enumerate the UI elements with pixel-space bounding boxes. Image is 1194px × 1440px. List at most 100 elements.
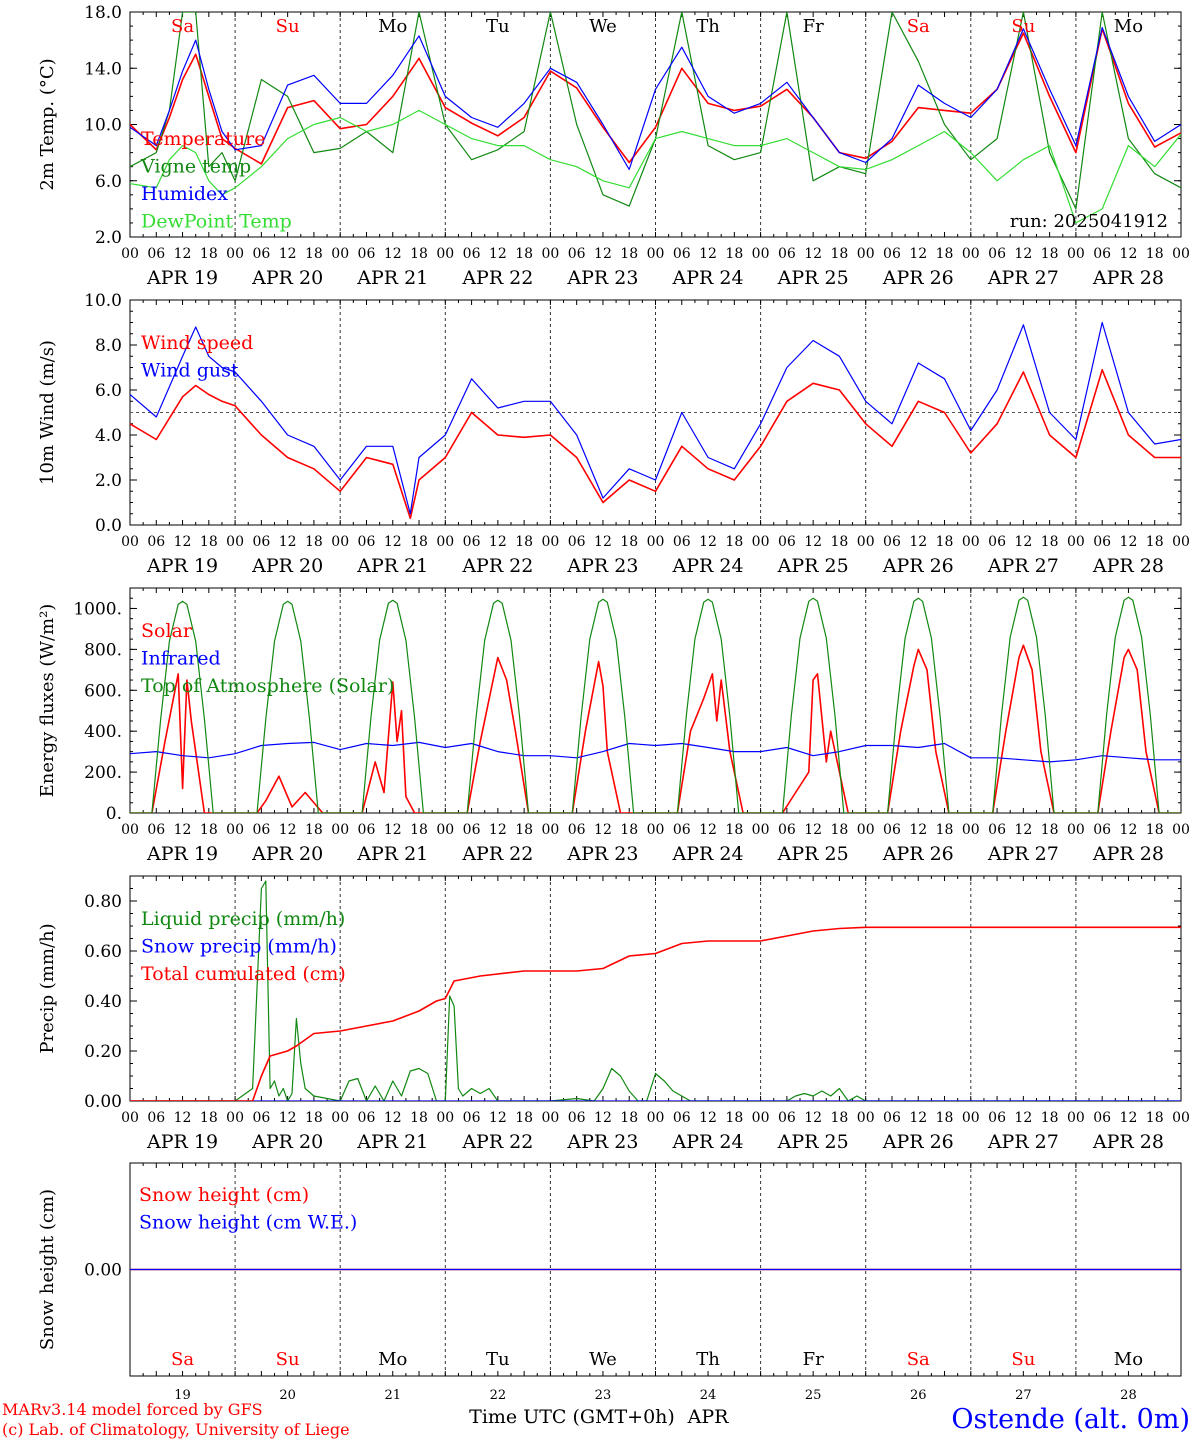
hour-tick-label: 06	[252, 246, 270, 262]
panel-3: 0. 200. 400. 600. 800. 1000. Energy fluxes (W/…	[37, 587, 1190, 865]
y-axis-title: 2m Temp. (°C)	[37, 58, 58, 190]
hour-tick-label: 12	[489, 1110, 507, 1126]
y-tick-label: 400.	[84, 722, 122, 742]
hour-tick-label: 18	[725, 1110, 743, 1126]
y-tick-label: 10.0	[84, 291, 122, 311]
y-tick-label: 6.0	[95, 172, 122, 192]
hour-tick-label: 12	[489, 246, 507, 262]
day-name: Fr	[803, 16, 824, 37]
series-group	[130, 12, 1181, 224]
hour-tick-label: 06	[673, 246, 691, 262]
date-label: APR 26	[882, 555, 954, 577]
hour-tick-label: 18	[200, 534, 218, 550]
hour-tick-label: 12	[804, 1110, 822, 1126]
legend-entry: Snow precip (mm/h)	[141, 936, 337, 958]
date-label: APR 23	[566, 1131, 638, 1153]
run-label: run: 2025041912	[1010, 211, 1168, 232]
day-number: 19	[174, 1388, 191, 1403]
y-tick-label: 2.0	[95, 228, 122, 248]
day-number: 24	[700, 1388, 717, 1403]
date-label: APR 25	[777, 267, 849, 289]
hour-tick-label: 00	[1067, 1110, 1085, 1126]
legend-entry: Liquid precip (mm/h)	[141, 908, 345, 930]
legend-entry: Wind gust	[141, 360, 239, 382]
hour-tick-label: 06	[463, 246, 481, 262]
hour-tick-label: 00	[962, 1110, 980, 1126]
day-name: Mo	[378, 16, 407, 37]
hour-tick-label: 18	[831, 534, 849, 550]
hour-tick-label: 12	[279, 822, 297, 838]
hour-tick-label: 06	[673, 822, 691, 838]
date-label: APR 19	[146, 555, 218, 577]
hour-tick-label: 18	[936, 822, 954, 838]
legend-entry: DewPoint Temp	[141, 211, 292, 233]
hour-tick-label: 12	[1120, 534, 1138, 550]
hour-tick-label: 00	[121, 534, 139, 550]
y-axis-title: Snow height (cm)	[37, 1189, 58, 1350]
hour-tick-label: 18	[305, 246, 323, 262]
hour-tick-label: 12	[384, 822, 402, 838]
hour-tick-label: 00	[226, 246, 244, 262]
hour-tick-label: 06	[147, 1110, 165, 1126]
hour-tick-label: 06	[1093, 1110, 1111, 1126]
series-liquid-precip-mm-h-line	[130, 880, 1181, 1101]
hour-tick-label: 00	[121, 822, 139, 838]
hour-tick-label: 12	[384, 246, 402, 262]
series-wind-speed-line	[130, 368, 1181, 520]
date-label: APR 21	[356, 1131, 428, 1153]
hour-tick-label: 12	[804, 534, 822, 550]
date-label: APR 28	[1092, 555, 1164, 577]
y-axis-title: 10m Wind (m/s)	[37, 340, 58, 485]
hour-tick-label: 12	[279, 534, 297, 550]
hour-tick-label: 06	[147, 534, 165, 550]
legend-entry: Humidex	[141, 183, 228, 205]
hour-tick-label: 12	[1014, 822, 1032, 838]
hour-tick-label: 06	[988, 534, 1006, 550]
hour-tick-label: 12	[594, 1110, 612, 1126]
legend-entry: Solar	[141, 620, 193, 642]
y-tick-label: 0.	[106, 804, 122, 824]
hour-tick-label: 00	[857, 246, 875, 262]
legend-entry: Total cumulated (cm)	[141, 963, 346, 985]
date-label: APR 22	[461, 1131, 533, 1153]
hour-tick-label: 12	[909, 1110, 927, 1126]
date-label: APR 19	[146, 267, 218, 289]
day-name-bottom: Mo	[378, 1349, 407, 1370]
day-name: We	[589, 16, 617, 37]
hour-tick-label: 00	[541, 1110, 559, 1126]
hour-tick-label: 12	[909, 246, 927, 262]
hour-tick-label: 12	[699, 822, 717, 838]
date-label: APR 24	[672, 267, 744, 289]
y-tick-label: 0.00	[84, 1092, 122, 1112]
panel-1: 2.0 6.0 10.0 14.0 18.0 2m Temp. (°C) Temperatu…	[37, 3, 1190, 289]
day-name: Su	[276, 16, 300, 37]
day-name-bottom: Mo	[1114, 1349, 1143, 1370]
hour-tick-label: 18	[305, 822, 323, 838]
day-name: Sa	[171, 16, 194, 37]
series-wind-gust-line	[130, 321, 1181, 515]
hour-tick-label: 06	[778, 246, 796, 262]
hour-tick-label: 06	[252, 534, 270, 550]
hour-tick-label: 06	[568, 534, 586, 550]
hour-tick-label: 06	[883, 246, 901, 262]
hour-tick-label: 00	[857, 822, 875, 838]
date-label: APR 27	[987, 1131, 1059, 1153]
y-tick-label: 1000.	[73, 599, 122, 619]
hour-tick-label: 06	[673, 534, 691, 550]
hour-tick-label: 06	[358, 534, 376, 550]
hour-tick-label: 06	[778, 534, 796, 550]
hour-tick-label: 18	[1041, 1110, 1059, 1126]
date-label: APR 23	[566, 267, 638, 289]
hour-tick-label: 12	[594, 246, 612, 262]
panel-2: 0.0 2.0 4.0 6.0 8.0 10.0 10m Wind (m/s) Wind sp…	[37, 291, 1190, 577]
credit-line-1: MARv3.14 model forced by GFS	[2, 1400, 263, 1419]
hour-tick-label: 18	[200, 822, 218, 838]
y-tick-label: 200.	[84, 763, 122, 783]
date-label: APR 20	[251, 1131, 323, 1153]
hour-tick-label: 18	[1041, 534, 1059, 550]
date-label: APR 21	[356, 555, 428, 577]
hour-tick-label: 06	[988, 1110, 1006, 1126]
hour-tick-label: 00	[857, 534, 875, 550]
hour-tick-label: 12	[1014, 246, 1032, 262]
hour-tick-label: 06	[778, 1110, 796, 1126]
